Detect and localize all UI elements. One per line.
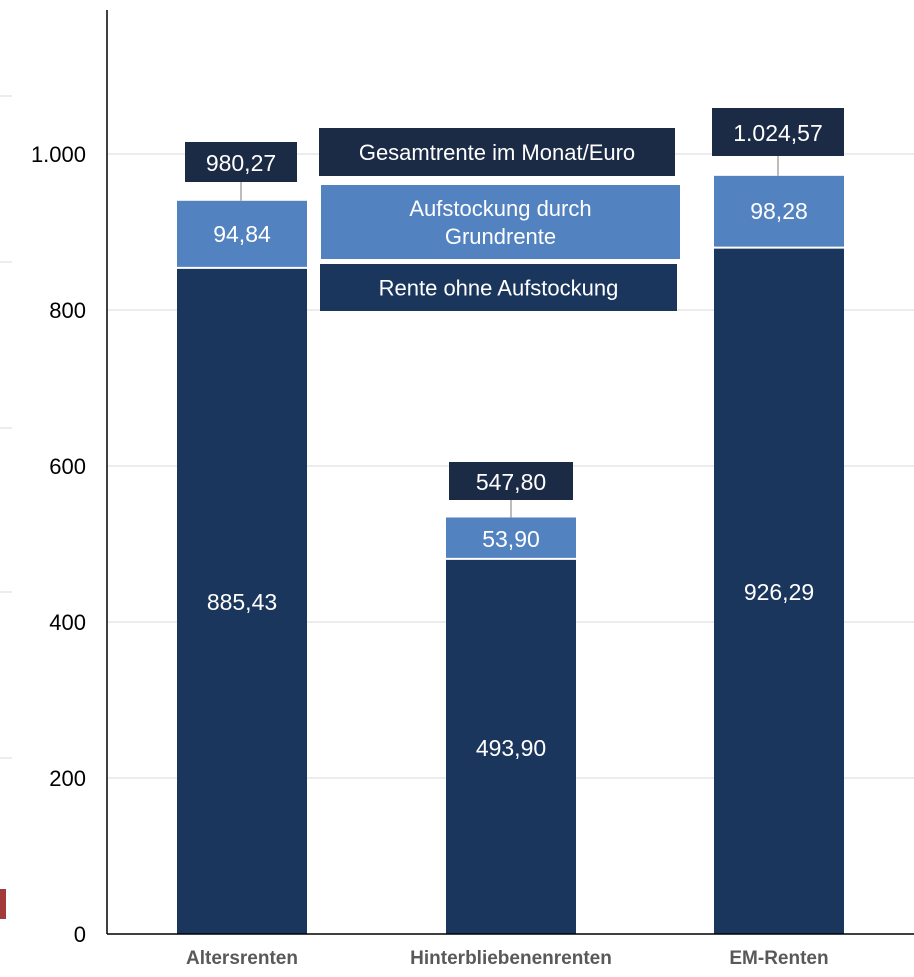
y-tick-label: 0	[74, 922, 86, 947]
legend-item-label-line: Aufstockung durch	[409, 196, 591, 221]
axes: 0 200 400 600 800 1.000 Altersrenten Hinterblie…	[31, 10, 914, 969]
total-label: 547,80	[476, 469, 546, 495]
total-label-box	[185, 142, 297, 182]
data-label-rente: 493,90	[476, 735, 546, 761]
y-tick-label: 1.000	[31, 142, 86, 167]
legend-item-label-line: Gesamtrente im Monat/Euro	[359, 140, 635, 165]
bar-segment-rente-ohne-aufstockung	[714, 247, 844, 935]
data-label-aufstockung: 53,90	[482, 526, 540, 552]
total-label: 1.024,57	[733, 120, 823, 146]
legend-item-label: Aufstockung durch Grundrente	[409, 196, 591, 249]
data-label-rente: 926,29	[744, 579, 814, 605]
legend-item-box	[319, 128, 675, 176]
bar-segment-aufstockung	[446, 517, 576, 559]
bar-segment-aufstockung	[714, 175, 844, 248]
total-label-box	[712, 108, 844, 156]
y-tick-label: 800	[49, 298, 86, 323]
y-tick-label: 200	[49, 766, 86, 791]
data-label-aufstockung: 98,28	[750, 198, 808, 224]
bar-segment-rente-ohne-aufstockung	[177, 267, 307, 934]
x-category-label: Hinterbliebenenrenten	[410, 948, 612, 969]
total-label-box	[449, 462, 573, 500]
bar-segment-rente-ohne-aufstockung	[446, 558, 576, 934]
data-labels: 885,43 94,84 980,27 493,90 53,90 547,80 926,29…	[185, 108, 844, 761]
data-label-aufstockung: 94,84	[213, 221, 271, 247]
edge-artifact-marker	[0, 889, 6, 919]
y-tick-label: 400	[49, 610, 86, 635]
y-tick-label: 600	[49, 454, 86, 479]
legend: Gesamtrente im Monat/Euro Aufstockung dur…	[319, 128, 680, 311]
bars	[177, 175, 844, 935]
x-category-label: Altersrenten	[186, 948, 298, 969]
legend-item-label: Rente ohne Aufstockung	[379, 276, 619, 301]
legend-item-label-line: Grundrente	[445, 224, 556, 249]
bar-segment-aufstockung	[177, 200, 307, 268]
legend-item-box	[321, 185, 680, 259]
legend-item-box	[320, 264, 677, 311]
legend-item-label-line: Rente ohne Aufstockung	[379, 276, 619, 301]
legend-item-label: Gesamtrente im Monat/Euro	[359, 140, 635, 165]
data-label-rente: 885,43	[207, 589, 277, 615]
x-category-label: EM-Renten	[729, 948, 828, 969]
total-label: 980,27	[206, 150, 276, 176]
